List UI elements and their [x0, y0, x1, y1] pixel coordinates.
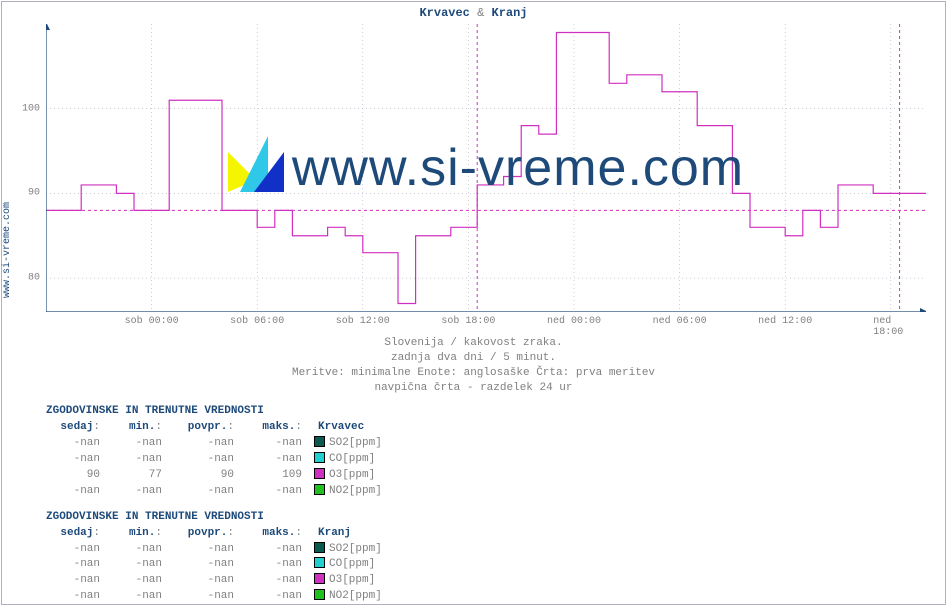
cell-maks: -nan [234, 557, 302, 573]
y-tick-label: 90 [28, 188, 40, 199]
legend-label: O3[ppm] [329, 469, 375, 481]
cell-min: 77 [100, 468, 162, 484]
cell-min: -nan [100, 436, 162, 452]
cell-povpr: -nan [162, 484, 234, 500]
cell-povpr: 90 [162, 468, 234, 484]
table-row: -nan-nan-nan-nanSO2[ppm] [46, 436, 382, 452]
cell-sedaj: -nan [46, 589, 100, 605]
table-row: -nan-nan-nan-nanCO[ppm] [46, 452, 382, 468]
col-head: min.: [100, 526, 162, 542]
x-tick-label: sob 00:00 [125, 316, 179, 327]
cell-povpr: -nan [162, 452, 234, 468]
cell-maks: -nan [234, 484, 302, 500]
cell-min: -nan [100, 573, 162, 589]
chart-plot [46, 24, 926, 312]
x-axis-labels: sob 00:00 sob 06:00 sob 12:00 sob 18:00 ned … [46, 316, 926, 330]
subtitle-line: navpična črta - razdelek 24 ur [0, 381, 947, 396]
table-row: -nan-nan-nan-nanO3[ppm] [46, 573, 382, 589]
cell-min: -nan [100, 484, 162, 500]
subtitle-block: Slovenija / kakovost zraka. zadnja dva d… [0, 336, 947, 395]
x-tick-label: ned 06:00 [653, 316, 707, 327]
col-head: povpr.: [162, 420, 234, 436]
legend-swatch [314, 452, 325, 463]
x-tick-label: sob 12:00 [336, 316, 390, 327]
series-name: Kranj [318, 527, 351, 539]
cell-sedaj: -nan [46, 557, 100, 573]
cell-maks: -nan [234, 436, 302, 452]
table-head-row: sedaj:min.:povpr.:maks.: Krvavec [46, 420, 382, 436]
title-a: Krvavec [419, 6, 469, 20]
table-row: -nan-nan-nan-nanCO[ppm] [46, 557, 382, 573]
x-tick-label: sob 18:00 [441, 316, 495, 327]
cell-sedaj: -nan [46, 573, 100, 589]
table-row: -nan-nan-nan-nanSO2[ppm] [46, 542, 382, 558]
subtitle-line: zadnja dva dni / 5 minut. [0, 351, 947, 366]
cell-povpr: -nan [162, 573, 234, 589]
col-head: povpr.: [162, 526, 234, 542]
x-tick-label: ned 12:00 [758, 316, 812, 327]
y-tick-label: 80 [28, 273, 40, 284]
cell-maks: -nan [234, 542, 302, 558]
cell-povpr: -nan [162, 542, 234, 558]
x-tick-label: sob 06:00 [230, 316, 284, 327]
legend-label: CO[ppm] [329, 558, 375, 570]
legend-label: O3[ppm] [329, 574, 375, 586]
title-b: Kranj [492, 6, 528, 20]
cell-sedaj: -nan [46, 452, 100, 468]
col-head: min.: [100, 420, 162, 436]
cell-maks: -nan [234, 452, 302, 468]
title-amp: & [477, 6, 484, 20]
cell-sedaj: 90 [46, 468, 100, 484]
legend-label: NO2[ppm] [329, 590, 382, 602]
table-title: ZGODOVINSKE IN TRENUTNE VREDNOSTI [46, 404, 382, 420]
legend-swatch [314, 557, 325, 568]
cell-min: -nan [100, 589, 162, 605]
cell-sedaj: -nan [46, 542, 100, 558]
cell-povpr: -nan [162, 557, 234, 573]
legend-swatch [314, 589, 325, 600]
y-axis-labels: 80 90 100 [0, 24, 42, 312]
col-head: sedaj: [46, 420, 100, 436]
cell-min: -nan [100, 542, 162, 558]
table-head-row: sedaj:min.:povpr.:maks.: Kranj [46, 526, 382, 542]
cell-maks: -nan [234, 573, 302, 589]
cell-min: -nan [100, 452, 162, 468]
cell-povpr: -nan [162, 589, 234, 605]
x-tick-label: ned 00:00 [547, 316, 601, 327]
cell-maks: 109 [234, 468, 302, 484]
cell-sedaj: -nan [46, 436, 100, 452]
chart-title: Krvavec & Kranj [0, 6, 947, 20]
legend-label: SO2[ppm] [329, 437, 382, 449]
col-head: maks.: [234, 420, 302, 436]
cell-povpr: -nan [162, 436, 234, 452]
cell-min: -nan [100, 557, 162, 573]
cell-sedaj: -nan [46, 484, 100, 500]
legend-swatch [314, 573, 325, 584]
legend-swatch [314, 542, 325, 553]
subtitle-line: Slovenija / kakovost zraka. [0, 336, 947, 351]
legend-swatch [314, 468, 325, 479]
legend-swatch [314, 436, 325, 447]
legend-label: CO[ppm] [329, 453, 375, 465]
col-head: sedaj: [46, 526, 100, 542]
col-head: maks.: [234, 526, 302, 542]
series-name: Krvavec [318, 421, 364, 433]
table-row: -nan-nan-nan-nanNO2[ppm] [46, 589, 382, 605]
legend-label: NO2[ppm] [329, 485, 382, 497]
legend-swatch [314, 484, 325, 495]
cell-maks: -nan [234, 589, 302, 605]
y-tick-label: 100 [22, 103, 40, 114]
subtitle-line: Meritve: minimalne Enote: anglosaške Črt… [0, 366, 947, 381]
table-title: ZGODOVINSKE IN TRENUTNE VREDNOSTI [46, 510, 382, 526]
x-tick-label: ned 18:00 [873, 316, 908, 338]
table-row: 907790109O3[ppm] [46, 468, 382, 484]
data-tables: ZGODOVINSKE IN TRENUTNE VREDNOSTIsedaj:m… [46, 404, 382, 605]
table-row: -nan-nan-nan-nanNO2[ppm] [46, 484, 382, 500]
legend-label: SO2[ppm] [329, 543, 382, 555]
